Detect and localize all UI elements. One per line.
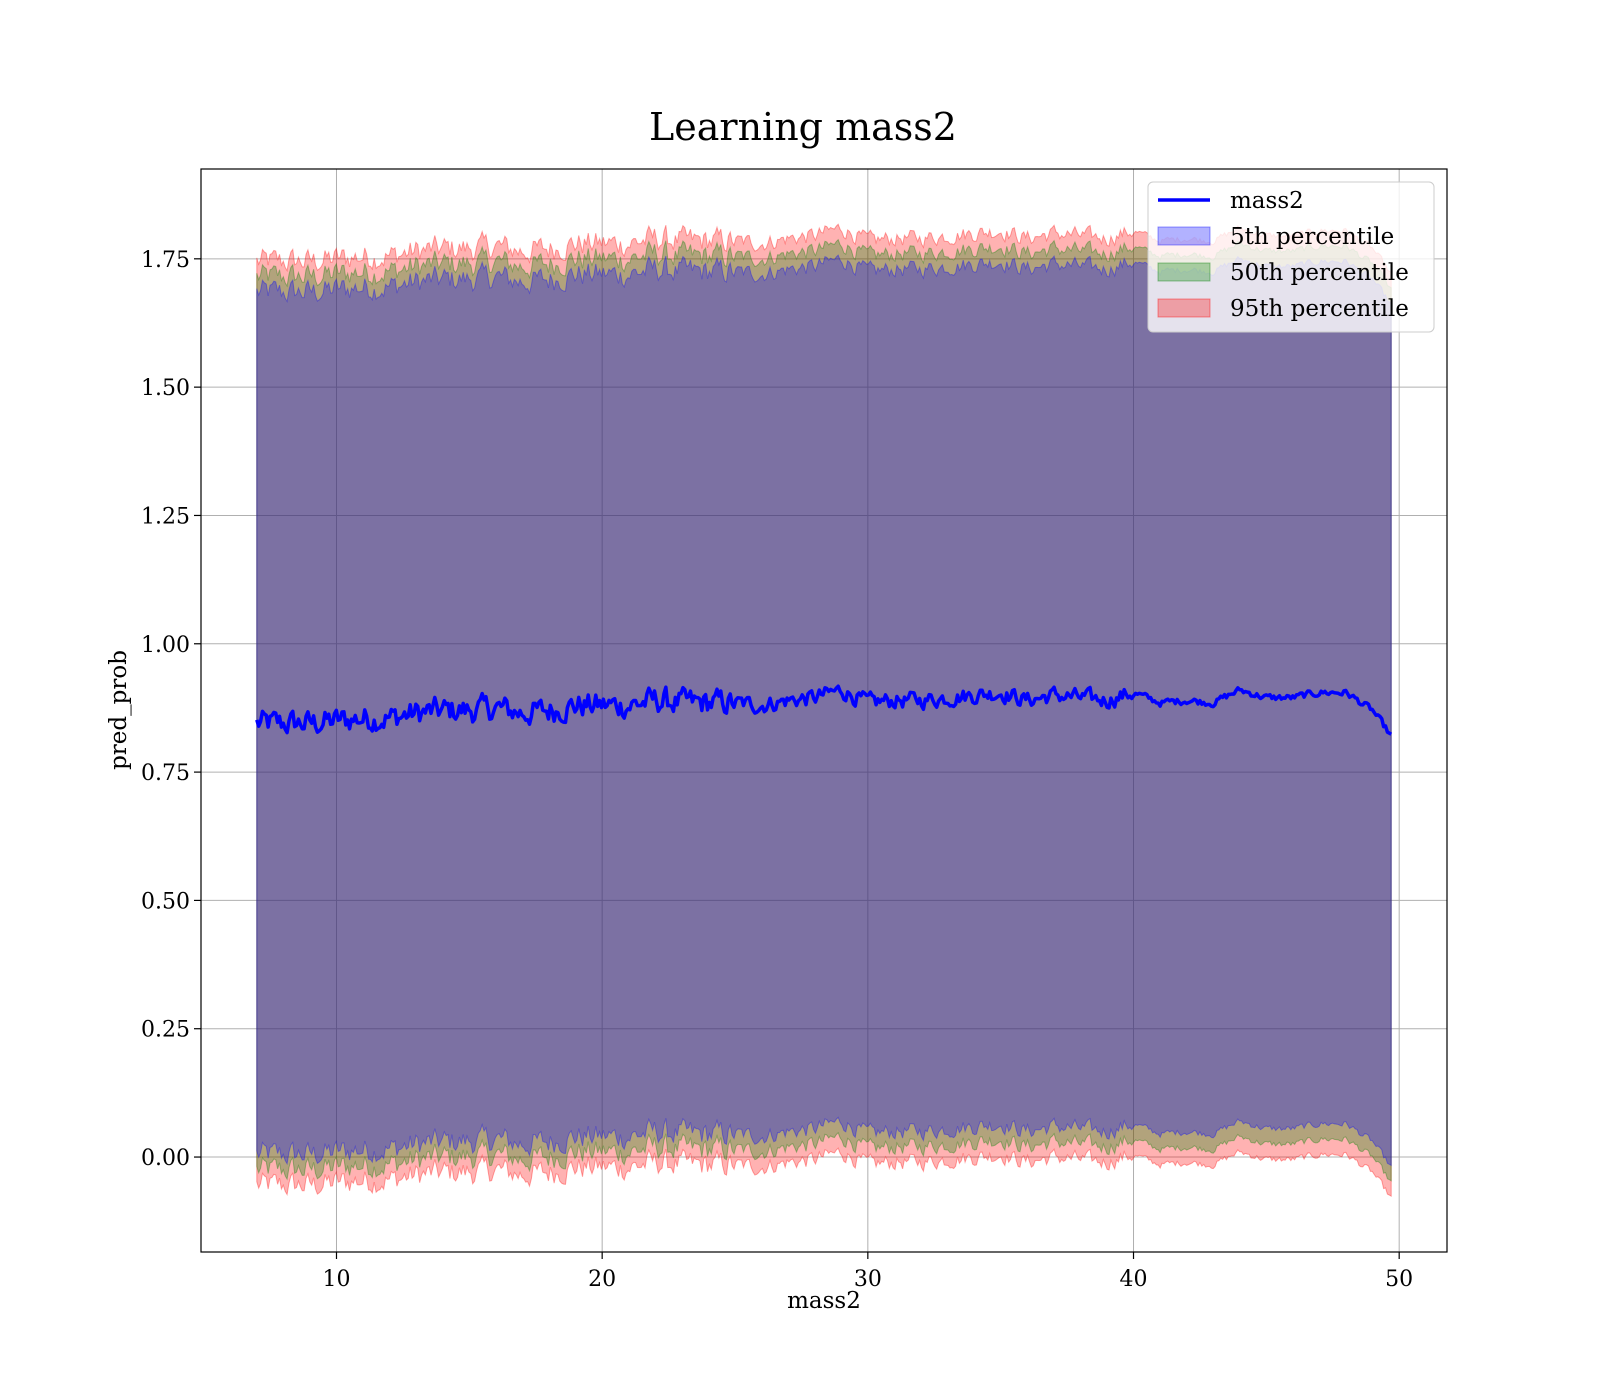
x-tick-label: 40 — [1120, 1267, 1148, 1292]
mean-series-line — [255, 684, 1393, 736]
y-tick-label: 1.75 — [141, 248, 190, 273]
legend: mass2 5th percentile 50th percentile 95t… — [1147, 181, 1435, 333]
y-tick-label: 0.75 — [141, 761, 190, 786]
band-5th-percentile — [256, 254, 1392, 1167]
x-tick-label: 10 — [322, 1267, 350, 1292]
x-axis-label: mass2 — [787, 1288, 861, 1314]
chart-title: Learning mass2 — [649, 105, 957, 149]
y-tick-label: 0.00 — [141, 1146, 190, 1171]
legend-label-mean: mass2 — [1230, 188, 1304, 214]
y-tick-label: 0.50 — [141, 889, 190, 914]
legend-label-95th: 95th percentile — [1230, 296, 1409, 322]
band-50th-percentile — [256, 238, 1392, 1182]
x-tick-label: 30 — [854, 1267, 882, 1292]
legend-swatch-95th — [1157, 298, 1211, 318]
legend-label-50th: 50th percentile — [1230, 260, 1409, 286]
y-axis-label: pred_prob — [106, 650, 132, 770]
y-tick-label: 1.50 — [141, 376, 190, 401]
mean-line-layer — [255, 684, 1393, 736]
axis-ticks: 10 20 30 40 50 0.00 0.25 0.50 0.75 1.00 1.25 1.50 1.… — [141, 248, 1413, 1292]
y-tick-label: 1.00 — [141, 633, 190, 658]
legend-label-5th: 5th percentile — [1230, 224, 1394, 250]
legend-box — [1147, 181, 1435, 333]
plot-frame — [200, 168, 1448, 1253]
legend-swatch-50th — [1157, 262, 1211, 282]
y-tick-label: 0.25 — [141, 1018, 190, 1043]
x-tick-label: 20 — [588, 1267, 616, 1292]
percentile-bands — [256, 223, 1392, 1198]
band-95th-percentile — [256, 223, 1392, 1198]
y-tick-label: 1.25 — [141, 504, 190, 529]
x-tick-label: 50 — [1385, 1267, 1413, 1292]
legend-swatch-5th — [1157, 226, 1211, 246]
